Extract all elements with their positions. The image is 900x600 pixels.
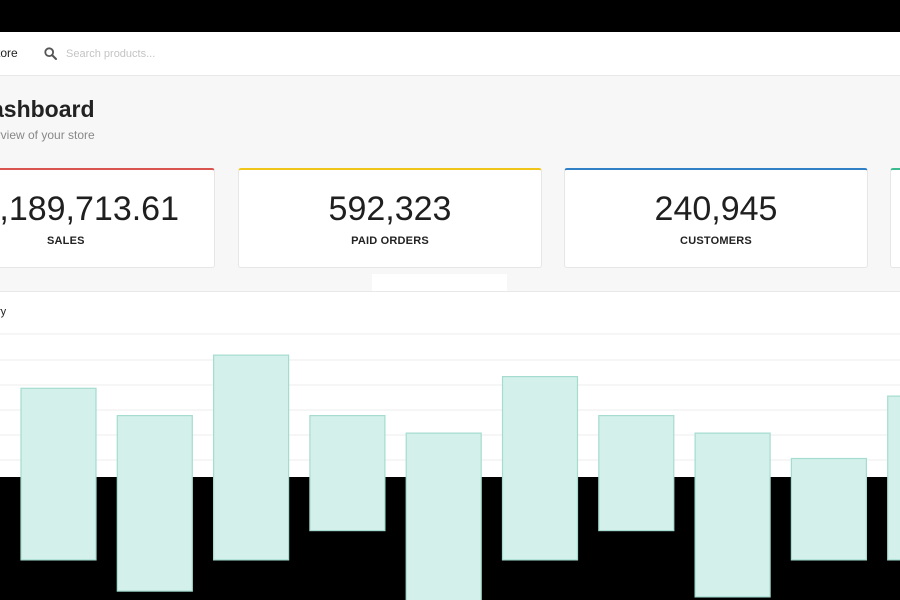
page-title: ashboard — [0, 96, 95, 122]
top-navigation-bar: tore — [0, 32, 900, 76]
stat-value-paid-orders: 592,323 — [328, 190, 452, 228]
search-icon[interactable] — [44, 47, 57, 60]
stat-label-sales: SALES — [47, 235, 85, 247]
stat-value-sales: ,189,713.61 — [0, 190, 179, 228]
chart-tab-strip — [372, 274, 507, 292]
stat-card-customers[interactable]: 240,945 CUSTOMERS — [564, 168, 868, 268]
page-subtitle: erview of your store — [0, 128, 95, 142]
chart-title: ry — [0, 306, 7, 318]
stat-label-customers: CUSTOMERS — [680, 235, 752, 247]
black-overlay-band — [0, 477, 900, 600]
stat-label-paid-orders: PAID ORDERS — [351, 235, 429, 247]
stat-card-paid-orders[interactable]: 592,323 PAID ORDERS — [238, 168, 542, 268]
stat-card-extra[interactable] — [890, 168, 900, 268]
store-brand-link[interactable]: tore — [0, 46, 18, 60]
stat-value-customers: 240,945 — [654, 190, 778, 228]
search-input[interactable] — [66, 44, 366, 64]
stat-card-sales[interactable]: ,189,713.61 SALES — [0, 168, 215, 268]
